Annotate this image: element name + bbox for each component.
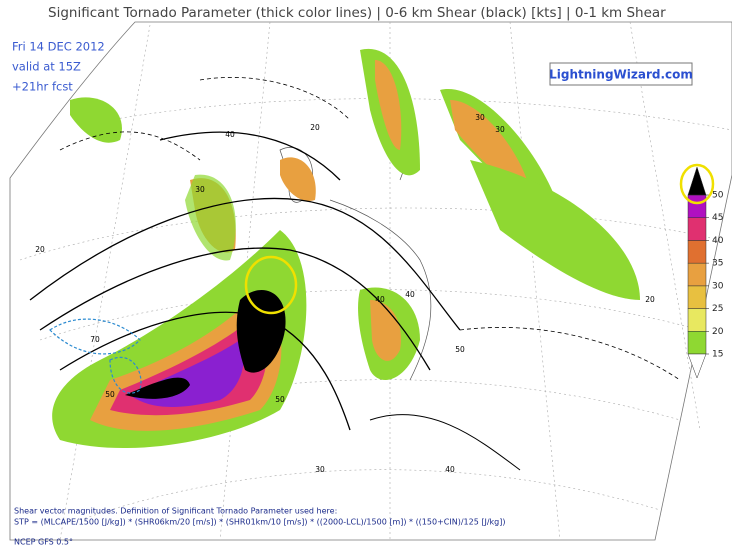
colorbar-segment: [687, 194, 707, 218]
contour-label: 20: [35, 245, 45, 254]
contour-label: 40: [405, 290, 415, 299]
contour-label: 40: [225, 130, 235, 139]
contour-label: 40: [375, 295, 385, 304]
contour-label: 40: [445, 465, 455, 474]
contour-labels: 20 30 40 50 70 50 40 30 20 40 30 20 40 50 30: [35, 113, 655, 474]
shear-contours: [29, 77, 681, 471]
colorbar-segment: [687, 217, 707, 241]
colorbar-highlight: [679, 163, 715, 205]
colorbar-segment: [687, 308, 707, 332]
map: [9, 21, 732, 541]
contour-label: 50: [105, 390, 115, 399]
brand: LightningWizard.com: [549, 68, 693, 82]
highlight-circle: [244, 255, 298, 315]
title: Significant Tornado Parameter (thick col…: [48, 5, 666, 21]
contour-label: 30: [315, 465, 325, 474]
model: NCEP GFS 0.5°: [14, 538, 73, 547]
brand-box: [549, 62, 693, 86]
contour-label: 30: [495, 125, 505, 134]
contour-label: 20: [645, 295, 655, 304]
contour-label: 20: [310, 123, 320, 132]
stp-shading: [52, 48, 640, 449]
colorbar-tick-label: 30: [712, 281, 724, 291]
low-level-shear: [49, 318, 142, 394]
colorbar-tick-label: 15: [712, 350, 723, 360]
colorbar: 15 20 25 30 35 40 45 50: [687, 166, 724, 379]
footnote: Shear vector magnitudes. Definition of S…: [14, 507, 337, 516]
colorbar-under: [687, 353, 707, 379]
colorbar-tick-label: 40: [712, 236, 724, 246]
contour-label: 50: [455, 345, 465, 354]
colorbar-tick-label: 20: [712, 327, 724, 337]
contour-label: 30: [195, 185, 205, 194]
formula: STP = (MLCAPE/1500 [J/kg]) * (SHR06km/20…: [14, 518, 505, 527]
colorbar-over: [687, 166, 707, 196]
contour-label: 50: [275, 395, 285, 404]
colorbar-tick-label: 45: [712, 213, 723, 223]
colorbar-segment: [687, 262, 707, 287]
colorbar-segment: [687, 285, 707, 309]
date-label: Fri 14 DEC 2012: [12, 40, 105, 54]
valid-label: valid at 15Z: [12, 60, 81, 74]
contour-label: 70: [90, 335, 100, 344]
colorbar-tick-label: 50: [712, 191, 724, 201]
colorbar-tick-label: 25: [712, 304, 723, 314]
contour-label: 30: [475, 113, 485, 122]
colorbar-segment: [687, 331, 707, 355]
colorbar-tick-label: 35: [712, 259, 723, 269]
forecast-label: +21hr fcst: [12, 80, 73, 94]
colorbar-segment: [687, 240, 707, 264]
